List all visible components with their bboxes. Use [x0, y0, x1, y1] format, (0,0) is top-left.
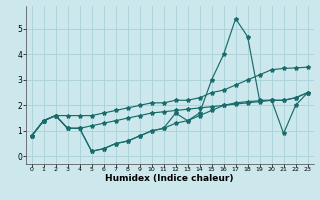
X-axis label: Humidex (Indice chaleur): Humidex (Indice chaleur)	[105, 174, 234, 183]
